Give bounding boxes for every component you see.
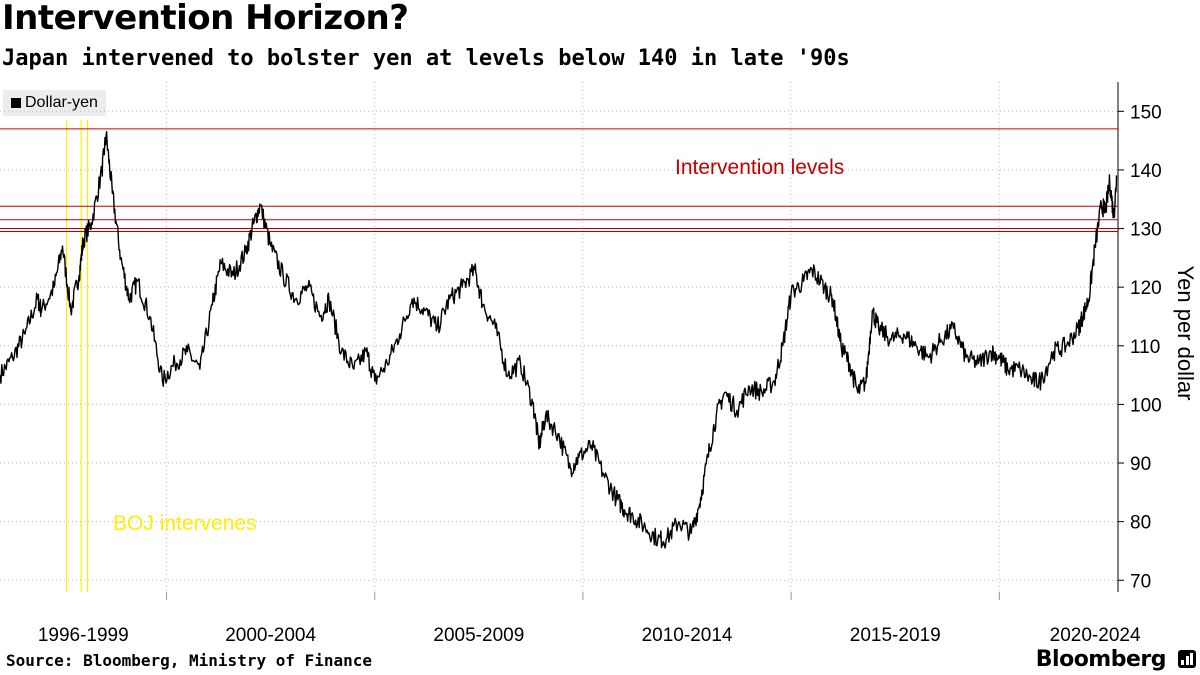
chart-title: Intervention Horizon? <box>2 0 409 38</box>
x-group-label-3: 2010-2014 <box>642 625 733 646</box>
y-tick-label-100: 100 <box>1130 395 1162 416</box>
y-tick-label-90: 90 <box>1130 454 1151 475</box>
y-tick-label-120: 120 <box>1130 278 1162 299</box>
source-note: Source: Bloomberg, Ministry of Finance <box>6 651 373 670</box>
y-axis-title: Yen per dollar <box>1173 266 1198 401</box>
y-tick-label-70: 70 <box>1130 571 1151 592</box>
x-group-label-4: 2015-2019 <box>850 625 941 646</box>
y-tick-label-150: 150 <box>1130 102 1162 123</box>
x-group-label-0: 1996-1999 <box>38 625 129 646</box>
legend-swatch <box>11 98 21 108</box>
y-tick-label-110: 110 <box>1130 337 1160 358</box>
brand-logo: Bloomberg <box>1035 647 1167 672</box>
x-group-label-5: 2020-2024 <box>1050 625 1141 646</box>
intervention-label: Intervention levels <box>675 156 844 179</box>
chart-subtitle: Japan intervened to bolster yen at level… <box>2 46 850 71</box>
x-group-label-2: 2005-2009 <box>433 625 524 646</box>
series-line-0 <box>0 131 1118 549</box>
legend-label: Dollar-yen <box>25 94 98 111</box>
bloomberg-terminal-icon <box>1178 650 1196 668</box>
y-tick-label-140: 140 <box>1130 161 1162 182</box>
y-tick-label-80: 80 <box>1130 513 1151 534</box>
y-tick-label-130: 130 <box>1130 220 1162 241</box>
boj-label: BOJ intervenes <box>113 512 257 535</box>
x-group-label-1: 2000-2004 <box>225 625 316 646</box>
